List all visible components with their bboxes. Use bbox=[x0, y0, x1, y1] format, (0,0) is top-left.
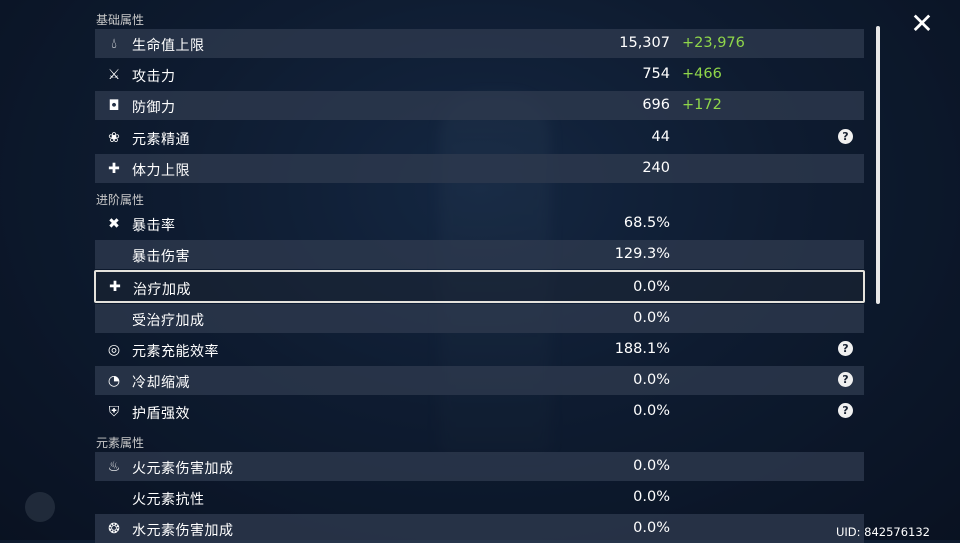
stat-label: 暴击伤害 bbox=[132, 249, 190, 265]
stat-label: 元素精通 bbox=[132, 132, 190, 148]
stat-row-hp[interactable]: 💧︎ 生命值上限 15,307 +23,976 bbox=[95, 29, 864, 58]
uid-label: UID: 842576132 bbox=[835, 525, 930, 539]
stat-label: 生命值上限 bbox=[132, 38, 205, 54]
stat-row-cd-reduction[interactable]: ◔ 冷却缩减 0.0% ? bbox=[95, 366, 864, 395]
stat-value: 0.0% bbox=[633, 310, 670, 326]
crit-icon: ✖ bbox=[108, 216, 120, 232]
stat-row-def[interactable]: ◘ 防御力 696 +172 bbox=[95, 91, 864, 120]
stat-value: 129.3% bbox=[614, 246, 670, 262]
stat-label: 防御力 bbox=[132, 100, 176, 116]
section-title-elemental: 元素属性 bbox=[96, 436, 145, 450]
stat-label: 治疗加成 bbox=[133, 282, 191, 298]
stat-label: 元素充能效率 bbox=[132, 344, 219, 360]
drop-icon: 💧︎ bbox=[111, 36, 117, 52]
stat-label: 冷却缩减 bbox=[132, 375, 190, 391]
close-icon[interactable]: ✕ bbox=[910, 7, 934, 40]
stat-bonus: +466 bbox=[682, 66, 722, 82]
stat-label: 火元素伤害加成 bbox=[132, 461, 234, 477]
help-icon[interactable]: ? bbox=[838, 341, 853, 356]
energy-recharge-icon: ◎ bbox=[107, 342, 121, 358]
attributes-panel: 基础属性 💧︎ 生命值上限 15,307 +23,976 ⚔ 攻击力 754 +… bbox=[94, 0, 866, 543]
sword-icon: ⚔ bbox=[107, 67, 121, 83]
stat-row-incoming-healing[interactable]: 受治疗加成 0.0% bbox=[95, 304, 864, 333]
stat-value: 0.0% bbox=[633, 458, 670, 474]
stat-value: 0.0% bbox=[633, 403, 670, 419]
stat-row-stamina[interactable]: ✚ 体力上限 240 bbox=[95, 154, 864, 183]
stat-row-em[interactable]: ❀ 元素精通 44 ? bbox=[95, 123, 864, 152]
shield-icon: ◘ bbox=[108, 98, 120, 114]
section-title-advanced: 进阶属性 bbox=[96, 193, 145, 207]
stat-label: 受治疗加成 bbox=[132, 313, 205, 329]
stat-value: 0.0% bbox=[633, 279, 670, 295]
stat-label: 体力上限 bbox=[132, 163, 190, 179]
menu-button[interactable] bbox=[25, 492, 55, 522]
stat-value: 0.0% bbox=[633, 372, 670, 388]
stat-row-energy-recharge[interactable]: ◎ 元素充能效率 188.1% ? bbox=[95, 335, 864, 364]
stat-value: 68.5% bbox=[623, 215, 670, 231]
stat-row-crit-rate[interactable]: ✖ 暴击率 68.5% bbox=[95, 209, 864, 238]
elemental-mastery-icon: ❀ bbox=[108, 130, 120, 146]
help-icon[interactable]: ? bbox=[838, 129, 853, 144]
stat-value: 754 bbox=[642, 66, 670, 82]
stat-bonus: +172 bbox=[682, 97, 722, 113]
stat-value: 0.0% bbox=[633, 520, 670, 536]
stat-value: 44 bbox=[651, 129, 670, 145]
help-icon[interactable]: ? bbox=[838, 372, 853, 387]
stat-row-pyro-dmg[interactable]: ♨ 火元素伤害加成 0.0% bbox=[95, 452, 864, 481]
stat-bonus: +23,976 bbox=[682, 35, 745, 51]
hydro-icon: ❂ bbox=[108, 521, 120, 537]
stat-row-pyro-res[interactable]: 火元素抗性 0.0% bbox=[95, 483, 864, 512]
stat-value: 696 bbox=[642, 97, 670, 113]
pyro-icon: ♨ bbox=[107, 459, 121, 475]
stat-label: 攻击力 bbox=[132, 69, 176, 85]
stat-label: 水元素伤害加成 bbox=[132, 523, 234, 539]
stat-row-healing-bonus[interactable]: ✚ 治疗加成 0.0% bbox=[94, 270, 865, 303]
shield-plus-icon: ⛨ bbox=[108, 404, 120, 420]
stat-value: 15,307 bbox=[619, 35, 670, 51]
stat-row-atk[interactable]: ⚔ 攻击力 754 +466 bbox=[95, 60, 864, 89]
help-icon[interactable]: ? bbox=[838, 403, 853, 418]
stat-row-hydro-dmg[interactable]: ❂ 水元素伤害加成 0.0% bbox=[95, 514, 864, 543]
stat-label: 暴击率 bbox=[132, 218, 176, 234]
stat-label: 护盾强效 bbox=[132, 406, 190, 422]
stat-value: 240 bbox=[642, 160, 670, 176]
healing-cross-icon: ✚ bbox=[109, 279, 121, 295]
stat-row-shield-strength[interactable]: ⛨ 护盾强效 0.0% ? bbox=[95, 397, 864, 426]
stat-label: 火元素抗性 bbox=[132, 492, 205, 508]
stamina-icon: ✚ bbox=[108, 161, 120, 177]
stat-value: 0.0% bbox=[633, 489, 670, 505]
scrollbar[interactable] bbox=[876, 26, 880, 304]
cooldown-icon: ◔ bbox=[107, 373, 121, 389]
stat-value: 188.1% bbox=[614, 341, 670, 357]
stat-row-crit-dmg[interactable]: 暴击伤害 129.3% bbox=[95, 240, 864, 269]
section-title-base: 基础属性 bbox=[96, 13, 145, 27]
